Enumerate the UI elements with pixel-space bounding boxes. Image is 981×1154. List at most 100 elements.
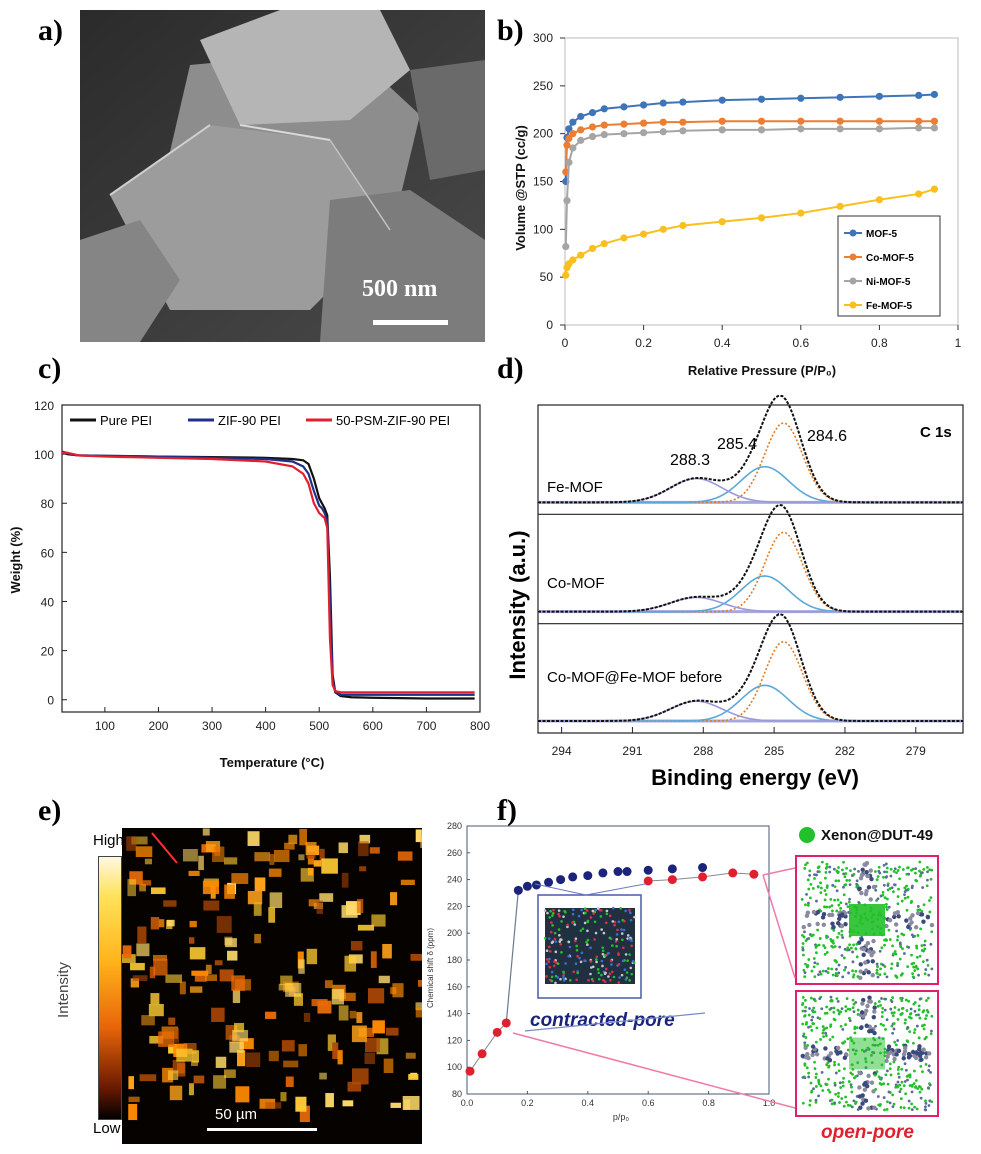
open-structure-atom: [930, 1100, 934, 1104]
open-structure-atom: [837, 879, 841, 883]
xps-xtick: 279: [906, 744, 926, 758]
map-spot: [356, 1012, 363, 1024]
open-structure-atom: [852, 872, 856, 876]
nmr-point-0: [522, 881, 532, 891]
open-structure-atom: [857, 900, 861, 904]
nmr-xtick: 0.0: [461, 1098, 474, 1108]
map-spot: [293, 993, 304, 1006]
nmr-point-0: [698, 863, 708, 873]
inset-atom: [548, 937, 551, 940]
open-structure-atom: [848, 897, 851, 901]
inset-atom: [577, 914, 581, 918]
open-structure-atom: [810, 1052, 815, 1058]
open-structure-atom: [825, 1011, 829, 1015]
open-structure-atom: [810, 1089, 814, 1093]
map-spot: [344, 955, 357, 972]
nmr-jump-line: [505, 890, 519, 1024]
open-structure-core: [849, 904, 885, 936]
open-structure-atom: [903, 1021, 907, 1025]
open-structure-atom: [842, 956, 846, 960]
open-structure-atom: [839, 1024, 843, 1028]
open-structure-atom: [891, 1105, 895, 1109]
open-structure-atom: [919, 1057, 924, 1062]
open-structure-atom: [912, 1041, 915, 1045]
open-structure-atom: [915, 1024, 919, 1028]
nmr-point-0: [583, 871, 593, 881]
inset-atom: [601, 964, 604, 968]
inset-atom: [553, 931, 557, 935]
open-structure-atom: [816, 962, 819, 966]
inset-atom: [606, 952, 610, 955]
map-spot: [189, 947, 206, 960]
open-structure-atom: [801, 1101, 805, 1105]
inset-atom: [586, 929, 589, 933]
open-structure-atom: [923, 972, 927, 976]
inset-atom: [549, 930, 553, 934]
inset-atom: [584, 959, 587, 963]
open-structure-atom: [921, 1070, 924, 1074]
xps-envelope-2: [538, 613, 963, 722]
open-structure-atom: [817, 1078, 821, 1082]
open-structure-atom: [858, 969, 863, 974]
open-structure-atom: [921, 1010, 925, 1014]
open-structure-atom: [848, 1007, 852, 1011]
open-structure-atom: [841, 975, 845, 979]
map-spot: [364, 1038, 381, 1053]
map-spot: [417, 979, 422, 987]
open-structure-atom: [923, 947, 927, 951]
inset-atom: [559, 942, 562, 946]
isotherm-point-2: [836, 125, 844, 133]
connector-open-bottom: [512, 1032, 796, 1109]
open-structure-atom: [847, 971, 850, 975]
inset-atom: [612, 906, 615, 910]
inset-atom: [580, 908, 583, 912]
xps-chart-svg: 294 291 288 285 282 279 Intensity (a.u.) Bind…: [505, 394, 964, 790]
nmr-point-1: [698, 872, 708, 882]
open-structure-atom: [921, 1024, 925, 1028]
open-structure-atom: [810, 1018, 814, 1022]
inset-atom: [615, 944, 618, 948]
inset-atom: [611, 944, 614, 947]
open-structure-atom: [825, 905, 829, 909]
map-spot: [337, 1050, 343, 1065]
open-structure-atom: [852, 943, 855, 947]
open-structure-atom: [907, 1099, 911, 1103]
map-spot: [283, 1060, 299, 1068]
legend-comof5: Co-MOF-5: [866, 253, 914, 264]
open-structure-atom: [900, 1011, 904, 1015]
map-spot: [402, 1095, 420, 1110]
isotherm-point-3: [640, 230, 648, 238]
inset-atom: [600, 928, 603, 931]
open-structure-atom: [801, 924, 806, 930]
open-structure-core: [849, 1037, 885, 1070]
inset-atom: [605, 912, 609, 916]
map-spot: [122, 954, 136, 963]
inset-atom: [562, 974, 565, 978]
open-structure-atom: [896, 935, 900, 938]
map-spot: [131, 836, 148, 845]
inset-atom: [551, 912, 555, 915]
open-structure-atom: [902, 1045, 908, 1051]
inset-atom: [600, 909, 603, 912]
inset-atom: [563, 909, 566, 913]
open-structure-atom: [857, 886, 862, 892]
isotherm-point-1: [757, 117, 766, 125]
open-structure-atom: [886, 884, 890, 887]
open-structure-atom: [912, 1031, 916, 1035]
open-structure-atom: [820, 860, 824, 864]
inset-atom: [597, 971, 601, 975]
open-structure-atom: [892, 1011, 896, 1015]
inset-atom: [562, 970, 565, 974]
open-structure-atom: [869, 1028, 874, 1034]
open-structure-atom: [828, 1038, 832, 1042]
inset-atom: [621, 938, 624, 942]
inset-atom: [576, 971, 579, 975]
map-spot: [410, 953, 422, 961]
isotherm-point-2: [562, 242, 570, 251]
nmr-point-1: [501, 1018, 511, 1028]
tga-xtick: 400: [256, 719, 276, 733]
nmr-open-line-low: [469, 1022, 507, 1072]
open-structure-atom: [930, 967, 934, 971]
sample-label-co-mof: Co-MOF: [547, 575, 605, 592]
open-structure-atom: [821, 969, 825, 973]
